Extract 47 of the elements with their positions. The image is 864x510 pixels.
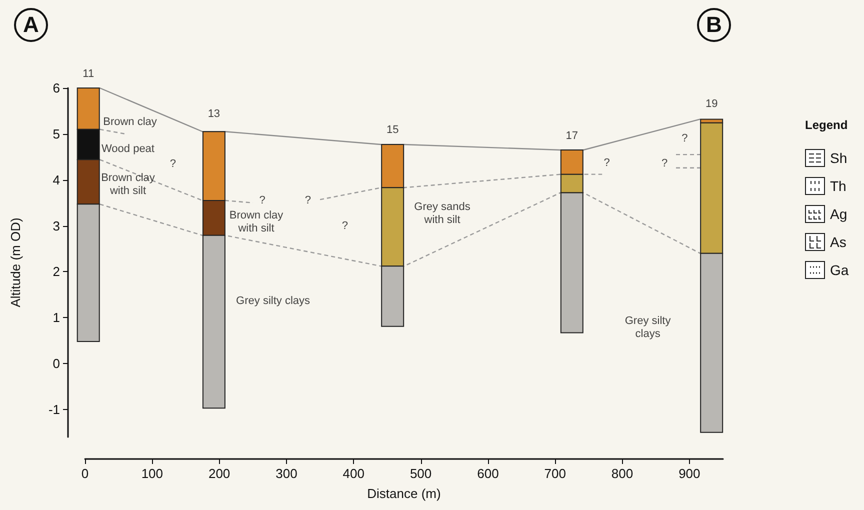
x-tick-label: 800 — [611, 466, 634, 481]
annotation: ? — [259, 194, 266, 207]
annotation: 15 — [386, 124, 399, 136]
y-tick-label: 2 — [52, 264, 60, 280]
text: 11 — [82, 68, 94, 80]
x-tick-label: 900 — [678, 466, 700, 481]
annotation: Wood peat — [101, 143, 154, 156]
annotation: ? — [170, 158, 176, 170]
annotation: 13 — [208, 108, 220, 120]
x-tick-label: 600 — [477, 466, 499, 481]
text: As — [830, 234, 846, 250]
x-tick-label: 700 — [544, 466, 566, 481]
annotation: Grey silty clays — [236, 295, 311, 308]
y-tick-label: 0 — [52, 356, 60, 372]
annotation: Brown clay with silt — [101, 172, 156, 197]
y-axis-title: Altitude (m OD) — [8, 218, 23, 308]
annotation: ? — [604, 156, 610, 169]
y-tick-label: -1 — [48, 402, 60, 417]
x-tick-label: 300 — [276, 466, 298, 481]
annotation: 19 — [705, 98, 718, 110]
text: Ga — [830, 262, 849, 278]
text: Ag — [830, 206, 848, 222]
x-tick-label: 100 — [141, 466, 164, 481]
x-tick-label: 200 — [208, 466, 230, 481]
annotation: ? — [682, 132, 688, 145]
text: A — [14, 8, 48, 42]
y-tick-label: 4 — [52, 172, 60, 188]
annotation: Brown clay with silt — [229, 210, 284, 235]
x-axis-title: Distance (m) — [367, 486, 441, 501]
y-tick-label: 1 — [52, 310, 60, 326]
x-tick-label: 500 — [410, 466, 432, 481]
annotation: ? — [342, 220, 348, 232]
text: B — [697, 8, 731, 42]
annotation: Grey silty clays — [624, 315, 672, 340]
annotation: Grey sands with silt — [414, 200, 471, 226]
annotation: 17 — [566, 130, 578, 142]
text: Sh — [830, 150, 848, 166]
x-tick-label: 400 — [342, 466, 364, 481]
y-tick-label: 3 — [52, 218, 60, 234]
legend-title: Legend — [805, 118, 849, 132]
y-tick-label: 5 — [52, 126, 60, 142]
x-tick-label: 0 — [81, 466, 89, 481]
annotation: ? — [304, 194, 312, 207]
annotation: ? — [662, 157, 668, 170]
annotation: Brown clay — [103, 116, 158, 128]
text: Th — [830, 178, 846, 194]
y-tick-label: 6 — [52, 80, 60, 96]
